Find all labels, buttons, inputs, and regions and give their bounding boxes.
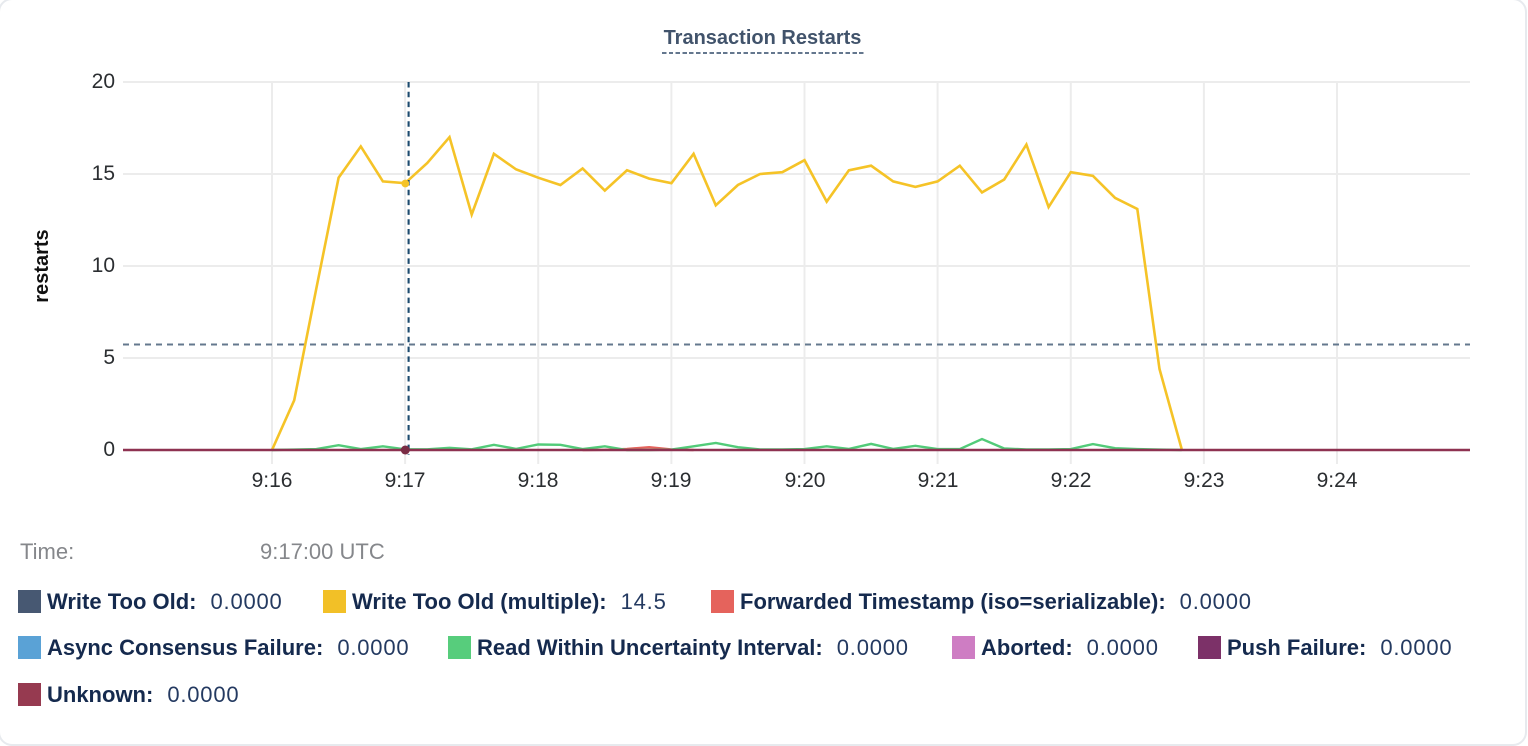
svg-text:9:22: 9:22 [1051,469,1092,492]
svg-text:9:17: 9:17 [385,469,426,492]
svg-text:20: 20 [92,70,115,93]
svg-text:9:21: 9:21 [918,469,959,492]
svg-text:0: 0 [103,438,115,461]
svg-text:5: 5 [103,346,115,369]
svg-text:15: 15 [92,162,115,185]
svg-text:9:18: 9:18 [518,469,559,492]
svg-text:restarts: restarts [31,229,53,302]
svg-text:9:24: 9:24 [1317,469,1358,492]
svg-text:9:23: 9:23 [1184,469,1225,492]
svg-text:9:16: 9:16 [252,469,293,492]
svg-text:9:20: 9:20 [785,469,826,492]
svg-text:10: 10 [92,254,115,277]
svg-text:9:19: 9:19 [651,469,692,492]
